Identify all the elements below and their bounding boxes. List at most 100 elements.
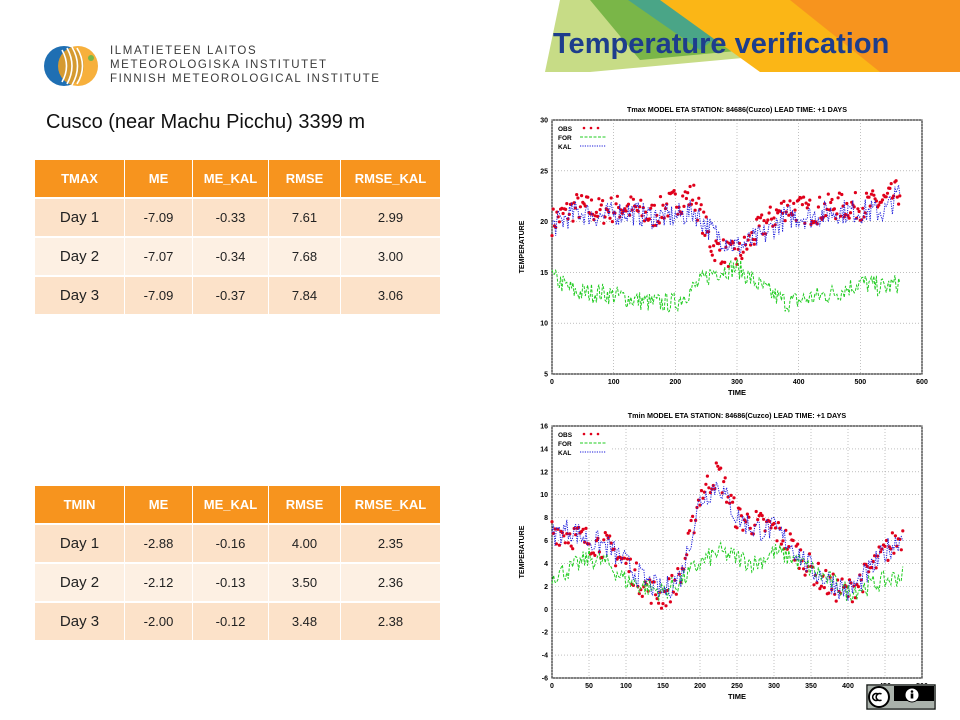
column-header: ME <box>124 160 193 199</box>
tmax-obs-point <box>818 195 822 199</box>
tmax-obs-point <box>586 195 590 199</box>
tmax-obs-point <box>772 216 776 220</box>
tmax-obs-point <box>824 214 828 218</box>
tmax-obs-point <box>555 210 559 214</box>
tmax-obs-point <box>762 219 766 223</box>
tmin-legend-label: OBS <box>558 432 573 439</box>
tmin-obs-point <box>893 534 897 538</box>
tmax-legend-label: KAL <box>558 144 571 151</box>
table-cell: -0.16 <box>192 524 269 564</box>
tmin-obs-point <box>778 526 782 530</box>
tmax-obs-point <box>682 204 686 208</box>
table-row: Day 1 -2.88 -0.16 4.00 2.35 <box>34 524 440 564</box>
tmin-obs-point <box>899 548 903 552</box>
tmin-obs-point <box>847 578 852 582</box>
tmin-x-tick-label: 350 <box>805 683 817 690</box>
tmin-obs-point <box>698 503 702 507</box>
column-header: ME_KAL <box>192 160 269 199</box>
tmax-obs-point <box>660 215 664 220</box>
tmax-obs-point <box>675 205 679 209</box>
tmin-obs-point <box>691 514 695 518</box>
tmax-obs-point <box>588 212 592 216</box>
tmax-obs-point <box>565 202 569 206</box>
tmax-obs-point <box>639 198 643 202</box>
tmin-obs-point <box>699 489 704 493</box>
tmax-obs-point <box>894 179 898 183</box>
tmax-obs-point <box>872 193 876 197</box>
table-row: Day 3 -7.09 -0.37 7.84 3.06 <box>34 276 440 316</box>
tmin-y-tick-label: 4 <box>544 561 548 568</box>
tmax-obs-point <box>647 217 651 221</box>
tmax-obs-point <box>691 198 695 202</box>
tmax-obs-point <box>797 198 801 202</box>
tmin-obs-point <box>901 529 905 533</box>
tmin-obs-point <box>622 556 627 560</box>
tmax-x-axis-label: TIME <box>728 388 746 397</box>
tmin-obs-point <box>797 566 801 570</box>
tmax-obs-point <box>700 231 705 235</box>
tmax-obs-point <box>601 199 605 203</box>
tmax-legend-marker <box>589 126 593 130</box>
tmax-obs-point <box>697 196 701 200</box>
tmax-obs-point <box>793 208 797 212</box>
tmax-obs-point <box>766 218 770 222</box>
tmax-obs-point <box>614 202 618 206</box>
column-header: TMAX <box>34 160 125 199</box>
tmin-x-tick-label: 200 <box>694 683 706 690</box>
tmax-obs-point <box>845 201 849 206</box>
tmin-obs-point <box>883 544 887 548</box>
tmin-y-tick-label: 2 <box>544 584 548 591</box>
tmax-obs-point <box>868 204 872 208</box>
tmin-obs-point <box>744 520 748 524</box>
tmax-obs-point <box>847 216 851 220</box>
tmax-obs-point <box>688 184 692 189</box>
row-label: Day 2 <box>34 563 125 603</box>
table-cell: 3.00 <box>340 237 440 277</box>
tmax-obs-point <box>782 199 786 203</box>
tmin-obs-point <box>831 572 835 576</box>
tmin-x-tick-label: 0 <box>550 683 554 690</box>
tmax-obs-point <box>576 196 580 200</box>
row-label: Day 3 <box>34 276 125 316</box>
tmax-obs-point <box>673 192 677 196</box>
tmax-obs-point <box>713 258 717 263</box>
tmax-obs-point <box>550 234 554 238</box>
tmin-obs-point <box>756 518 760 522</box>
tmax-obs-point <box>734 257 738 261</box>
tmax-kal-series-line <box>551 184 901 255</box>
tmin-obs-point <box>781 539 785 543</box>
tmax-obs-point <box>692 183 696 187</box>
table-cell: -0.13 <box>192 563 269 603</box>
fmi-logo-icon <box>44 46 98 86</box>
tmax-obs-point <box>575 193 579 197</box>
tmax-obs-point <box>593 214 597 218</box>
tmax-obs-point <box>758 216 762 220</box>
tmax-y-tick-label: 15 <box>540 270 548 277</box>
tmin-obs-point <box>603 531 607 535</box>
tmax-obs-point <box>609 196 613 200</box>
column-header: RMSE_KAL <box>340 160 440 199</box>
tmax-obs-point <box>864 191 869 195</box>
tmax-obs-point <box>869 192 873 196</box>
tmax-obs-point <box>714 239 718 243</box>
tmax-obs-point <box>676 212 680 216</box>
tmin-obs-point <box>710 487 714 491</box>
tmax-obs-point <box>767 211 771 215</box>
tmin-obs-point <box>818 587 822 591</box>
tmin-x-tick-label: 250 <box>731 683 743 690</box>
tmin-obs-point <box>796 542 800 546</box>
tmin-obs-point <box>819 584 823 588</box>
tmax-obs-point <box>760 213 764 217</box>
tmax-obs-point <box>874 199 878 203</box>
tmin-legend-label: KAL <box>558 450 571 457</box>
tmax-obs-point <box>694 201 698 205</box>
table-cell: 7.84 <box>268 276 341 316</box>
tmin-obs-point <box>807 552 812 556</box>
tmin-y-tick-label: 16 <box>540 424 548 431</box>
tmin-y-tick-label: 12 <box>540 469 548 476</box>
tmin-obs-point <box>834 599 838 603</box>
tmax-obs-point <box>666 214 670 218</box>
tmax-stats-table: TMAX ME ME_KAL RMSE RMSE_KAL Day 1 -7.09… <box>34 160 440 316</box>
tmax-obs-point <box>652 203 656 207</box>
tmin-obs-point <box>685 553 689 557</box>
